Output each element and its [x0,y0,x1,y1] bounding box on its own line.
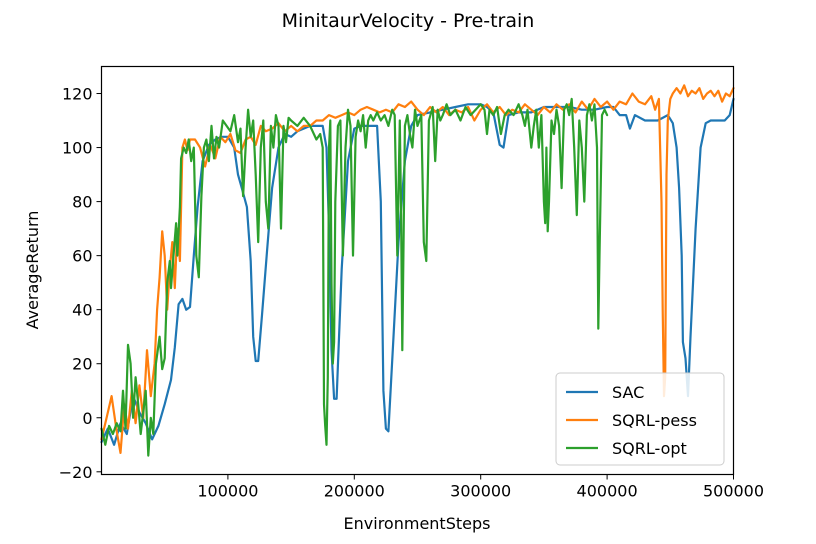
y-axis-label: AverageReturn [23,211,42,330]
x-tick-label: 400000 [577,482,638,501]
y-tick-label: 80 [72,193,92,212]
y-tick-label: 0 [82,409,92,428]
y-tick-label: 40 [72,301,92,320]
series-line-sqrl-opt [100,97,609,457]
y-tick-label: 60 [72,247,92,266]
legend-label: SAC [612,383,644,402]
y-tick-label: 100 [62,139,93,158]
legend-frame [555,372,725,466]
y-tick-label: 120 [62,85,93,104]
y-tick-label: −20 [59,463,93,482]
legend-label: SQRL-opt [612,439,687,458]
plot-lines [100,84,735,457]
plot-frame [100,65,735,476]
legend-label: SQRL-pess [612,411,697,430]
series-line-sqrl-pess [100,84,735,454]
x-tick-label: 300000 [450,482,511,501]
x-tick-label: 100000 [197,482,258,501]
y-tick-label: 20 [72,355,92,374]
y-axis: −20 0 20 40 60 80 100 120 [59,85,102,482]
chart-title: MinitaurVelocity - Pre-train [282,10,535,32]
x-tick-label: 200000 [324,482,385,501]
x-axis-label: EnvironmentSteps [344,514,491,533]
x-tick-label: 500000 [703,482,764,501]
x-axis: 100000 200000 300000 400000 500000 [197,474,764,501]
legend: SAC SQRL-pess SQRL-opt [555,372,725,466]
